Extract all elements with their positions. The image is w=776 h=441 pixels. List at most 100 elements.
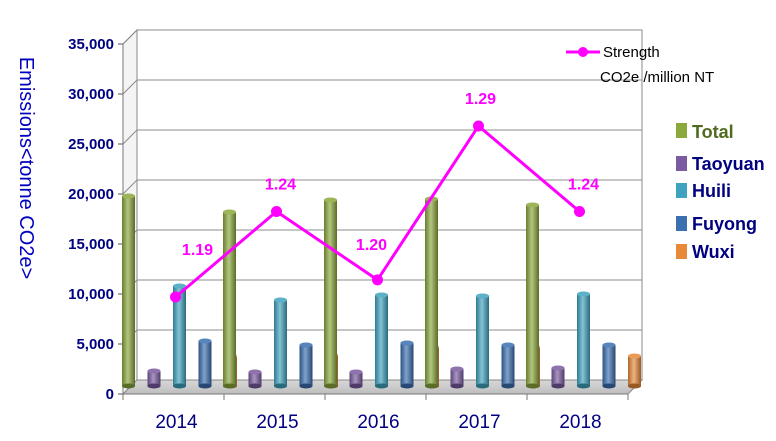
bar-top [450,366,464,372]
bar-top [349,369,363,375]
bar-total-2016 [324,197,337,389]
bar-body [425,199,438,386]
line-legend-marker [578,47,588,57]
strength-data-label: 1.29 [465,91,496,108]
legend-label-huili: Huili [692,181,731,201]
strength-point [473,120,484,132]
bar-huili-2017 [476,293,489,389]
bar-top [274,297,287,303]
bar-top [299,342,313,348]
bar-body [349,372,363,386]
bar-base [551,383,565,389]
strength-point [372,274,383,286]
bar-base [324,383,337,389]
bar-body [476,296,489,386]
legend-label-fuyong: Fuyong [692,214,757,234]
strength-point [271,206,282,217]
y-tick-label: 30,000 [68,86,114,103]
bar-body [551,368,565,386]
x-tick-label: 2018 [559,412,601,433]
bar-top [122,193,135,199]
bar-body [501,345,515,386]
bar-body [324,200,337,386]
legend-swatch-wuxi [676,244,687,259]
bar-base [299,383,313,389]
bar-base [147,383,161,389]
bar-body [198,341,212,386]
bar-taoyuan-2014 [147,368,161,389]
bar-body [577,294,590,386]
bar-fuyong-2016 [400,340,414,389]
bar-fuyong-2015 [299,342,313,389]
gridline-side [122,129,138,145]
bar-base [501,383,515,389]
x-tick-label: 2014 [155,412,198,433]
bar-body [526,205,539,386]
y-tick-label: 5,000 [76,336,114,353]
y-tick-label: 35,000 [68,36,114,53]
bar-top [526,202,539,208]
bar-base [198,383,212,389]
x-tick-label: 2016 [357,412,399,433]
bar-base [425,383,438,389]
bar-top [476,293,489,299]
bar-total-2018 [526,202,539,389]
bar-base [122,383,135,389]
line-legend: Strength CO2e /million NT [566,44,714,86]
bar-total-2017 [425,196,438,389]
y-tick-label: 25,000 [68,136,114,153]
bar-legend: Total Taoyuan Huili Fuyong Wuxi [676,122,765,262]
line-legend-label-2: CO2e /million NT [600,69,714,86]
legend-label-total: Total [692,122,734,142]
bar-body [147,371,161,386]
bar-total-2014 [122,193,135,389]
bar-body [375,295,388,386]
y-tick-label: 0 [106,386,114,403]
strength-point [170,291,181,303]
bar-base [476,383,489,389]
y-axis-ticks: 0 5,000 10,000 15,000 20,000 25,000 30,000 35,0… [68,36,124,403]
bar-body [274,300,287,386]
strength-data-label: 1.24 [568,177,599,194]
bar-taoyuan-2015 [248,369,262,389]
bar-total-2015 [223,209,236,389]
line-legend-label-1: Strength [603,44,660,61]
y-tick-label: 10,000 [68,286,114,303]
bar-base [628,383,641,389]
bar-body [223,212,236,386]
strength-point [574,206,585,217]
bar-taoyuan-2017 [450,366,464,389]
bar-top [577,291,590,297]
bar-base [173,383,186,389]
strength-data-label: 1.19 [182,242,213,259]
bar-body [173,286,186,386]
bar-top [375,292,388,298]
x-axis-ticks: 2014 2015 2016 2017 2018 [122,393,629,433]
bar-base [375,383,388,389]
bar-base [248,383,262,389]
bar-fuyong-2017 [501,342,515,389]
bar-body [450,369,464,386]
strength-data-label: 1.24 [265,177,296,194]
y-tick-label: 15,000 [68,236,114,253]
bar-top [400,340,414,346]
bar-huili-2015 [274,297,287,389]
bar-taoyuan-2018 [551,365,565,389]
bar-top [147,368,161,374]
bar-base [349,383,363,389]
bar-base [223,383,236,389]
x-tick-label: 2017 [458,412,500,433]
gridline-side [122,79,138,95]
bar-top [628,353,641,359]
y-tick-label: 20,000 [68,186,114,203]
legend-label-wuxi: Wuxi [692,242,735,262]
bar-top [551,365,565,371]
bar-body [122,196,135,386]
gridline-side [122,179,138,195]
strength-line-series: 1.19 1.24 1.20 1.29 1.24 [170,91,599,303]
bar-top [248,369,262,375]
legend-swatch-fuyong [676,216,687,231]
bar-top [501,342,515,348]
bar-fuyong-2014 [198,338,212,389]
